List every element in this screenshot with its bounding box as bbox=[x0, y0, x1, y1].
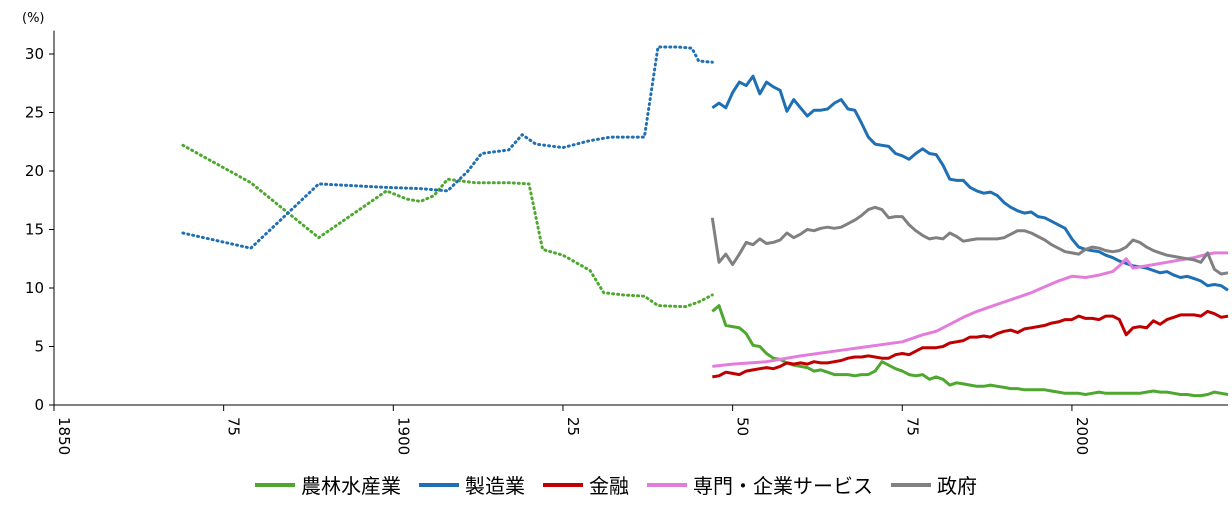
legend-label-agriculture: 農林水産業 bbox=[301, 474, 401, 498]
legend-item-manufacturing: 製造業 bbox=[419, 470, 525, 499]
legend-item-finance: 金融 bbox=[543, 470, 629, 499]
legend-label-government: 政府 bbox=[937, 474, 977, 498]
y-tick-label: 5 bbox=[34, 338, 44, 356]
legend-label-professional-services: 専門・企業サービス bbox=[693, 474, 873, 498]
chart-series-lines bbox=[181, 45, 1229, 398]
line-chart: (%) 0 5 10 15 20 25 30 1850 75 1900 25 50 75 2000 bbox=[22, 11, 1229, 455]
legend-item-agriculture: 農林水産業 bbox=[255, 470, 401, 499]
legend-swatch-government bbox=[891, 482, 931, 487]
series-line-finance bbox=[712, 309, 1229, 379]
series-line-professional-services bbox=[712, 251, 1228, 368]
series-line-manufacturing-dotted bbox=[181, 45, 714, 250]
y-tick-label: 10 bbox=[25, 279, 44, 297]
legend-swatch-finance bbox=[543, 482, 583, 487]
legend-swatch-manufacturing bbox=[419, 482, 459, 487]
x-tick-label: 75 bbox=[225, 417, 243, 436]
x-tick-label: 75 bbox=[903, 417, 921, 436]
y-tick-label: 15 bbox=[25, 221, 44, 239]
x-tick-label: 2000 bbox=[1073, 417, 1091, 455]
x-tick-label: 50 bbox=[734, 417, 752, 436]
x-tick-label: 25 bbox=[564, 417, 582, 436]
legend-swatch-professional-services bbox=[647, 482, 687, 487]
legend-item-government: 政府 bbox=[891, 470, 977, 499]
legend-swatch-agriculture bbox=[255, 482, 295, 487]
y-tick-label: 25 bbox=[25, 104, 44, 122]
series-line-agriculture bbox=[711, 304, 1229, 398]
legend-label-manufacturing: 製造業 bbox=[465, 474, 525, 498]
y-tick-label: 0 bbox=[34, 396, 44, 414]
x-tick-label: 1900 bbox=[394, 417, 412, 455]
y-tick-label: 30 bbox=[25, 45, 44, 63]
legend-item-professional-services: 専門・企業サービス bbox=[647, 470, 873, 499]
chart-axes: 0 5 10 15 20 25 30 1850 75 1900 25 50 75 2000 bbox=[25, 30, 1228, 455]
series-line-government bbox=[710, 205, 1229, 276]
y-axis-unit-label: (%) bbox=[22, 11, 45, 26]
x-tick-label: 1850 bbox=[55, 417, 73, 455]
series-line-agriculture-dotted bbox=[181, 143, 714, 309]
legend-label-finance: 金融 bbox=[589, 474, 629, 498]
y-tick-label: 20 bbox=[25, 162, 44, 180]
chart-legend: 農林水産業 製造業 金融 専門・企業サービス 政府 bbox=[0, 470, 1232, 499]
series-line-manufacturing bbox=[711, 74, 1229, 292]
